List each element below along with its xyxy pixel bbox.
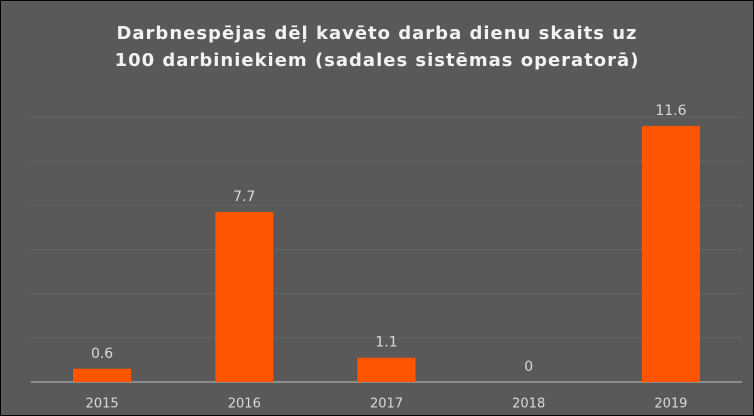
value-label: 0.6 [91, 346, 113, 362]
x-tick-label: 2015 [86, 397, 119, 412]
x-tick-label: 2017 [370, 397, 403, 412]
value-label: 11.6 [655, 103, 686, 119]
bar [215, 212, 274, 382]
chart-title: 100 darbiniekiem (sadales sistēmas opera… [115, 50, 640, 71]
chart-title: Darbnespējas dēļ kavēto darba dienu skai… [116, 23, 637, 44]
bar [357, 357, 416, 382]
x-tick-label: 2019 [654, 397, 687, 412]
value-label: 1.1 [375, 335, 397, 351]
bar [641, 125, 700, 383]
value-label: 7.7 [233, 189, 255, 205]
x-tick-label: 2018 [512, 397, 545, 412]
bar [73, 368, 132, 382]
x-tick-label: 2016 [228, 397, 261, 412]
value-label: 0 [524, 359, 533, 375]
